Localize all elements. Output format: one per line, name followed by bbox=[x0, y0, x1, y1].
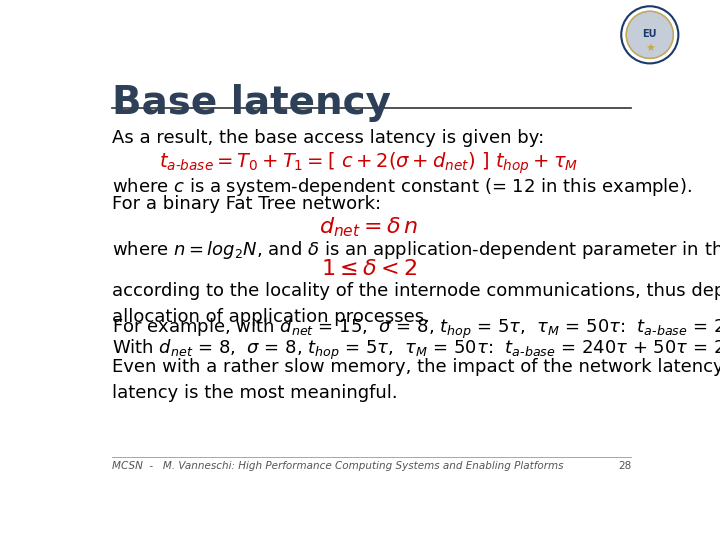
Text: 28: 28 bbox=[618, 461, 631, 471]
Text: Even with a rather slow memory, the impact of the network latency on memory acce: Even with a rather slow memory, the impa… bbox=[112, 359, 720, 402]
Text: $\mathit{d_{net} = \delta\, n}$: $\mathit{d_{net} = \delta\, n}$ bbox=[319, 215, 419, 239]
Text: where $\mathit{n = log_2 N}$, and $\mathit{\delta}$ is an application-dependent : where $\mathit{n = log_2 N}$, and $\math… bbox=[112, 239, 720, 261]
Text: MCSN  -   M. Vanneschi: High Performance Computing Systems and Enabling Platform: MCSN - M. Vanneschi: High Performance Co… bbox=[112, 461, 564, 471]
Text: For example, with $\mathit{d_{net}}$ = 15,  $\sigma$ = 8, $\mathit{t_{hop}}$ = 5: For example, with $\mathit{d_{net}}$ = 1… bbox=[112, 317, 720, 341]
Text: Base latency: Base latency bbox=[112, 84, 392, 122]
Circle shape bbox=[626, 11, 673, 58]
Text: With $\mathit{d_{net}}$ = 8,  $\sigma$ = 8, $\mathit{t_{hop}}$ = 5$\tau$,  $\mat: With $\mathit{d_{net}}$ = 8, $\sigma$ = … bbox=[112, 338, 720, 362]
Text: ★: ★ bbox=[645, 44, 654, 53]
Text: according to the locality of the internode communications, thus depending on the: according to the locality of the interno… bbox=[112, 282, 720, 326]
Text: $\mathit{1 \leq \delta < 2}$: $\mathit{1 \leq \delta < 2}$ bbox=[321, 259, 417, 279]
Text: EU: EU bbox=[642, 29, 657, 38]
Text: $\mathit{t_{a\text{-}base} = T_0 + T_1 = [\ c + 2(\sigma + d_{net})\ ]\ t_{hop} : $\mathit{t_{a\text{-}base} = T_0 + T_1 =… bbox=[159, 151, 579, 177]
Text: where $\mathit{c}$ is a system-dependent constant (= 12 in this example).: where $\mathit{c}$ is a system-dependent… bbox=[112, 176, 692, 198]
Text: As a result, the base access latency is given by:: As a result, the base access latency is … bbox=[112, 129, 544, 147]
Text: For a binary Fat Tree network:: For a binary Fat Tree network: bbox=[112, 194, 382, 213]
